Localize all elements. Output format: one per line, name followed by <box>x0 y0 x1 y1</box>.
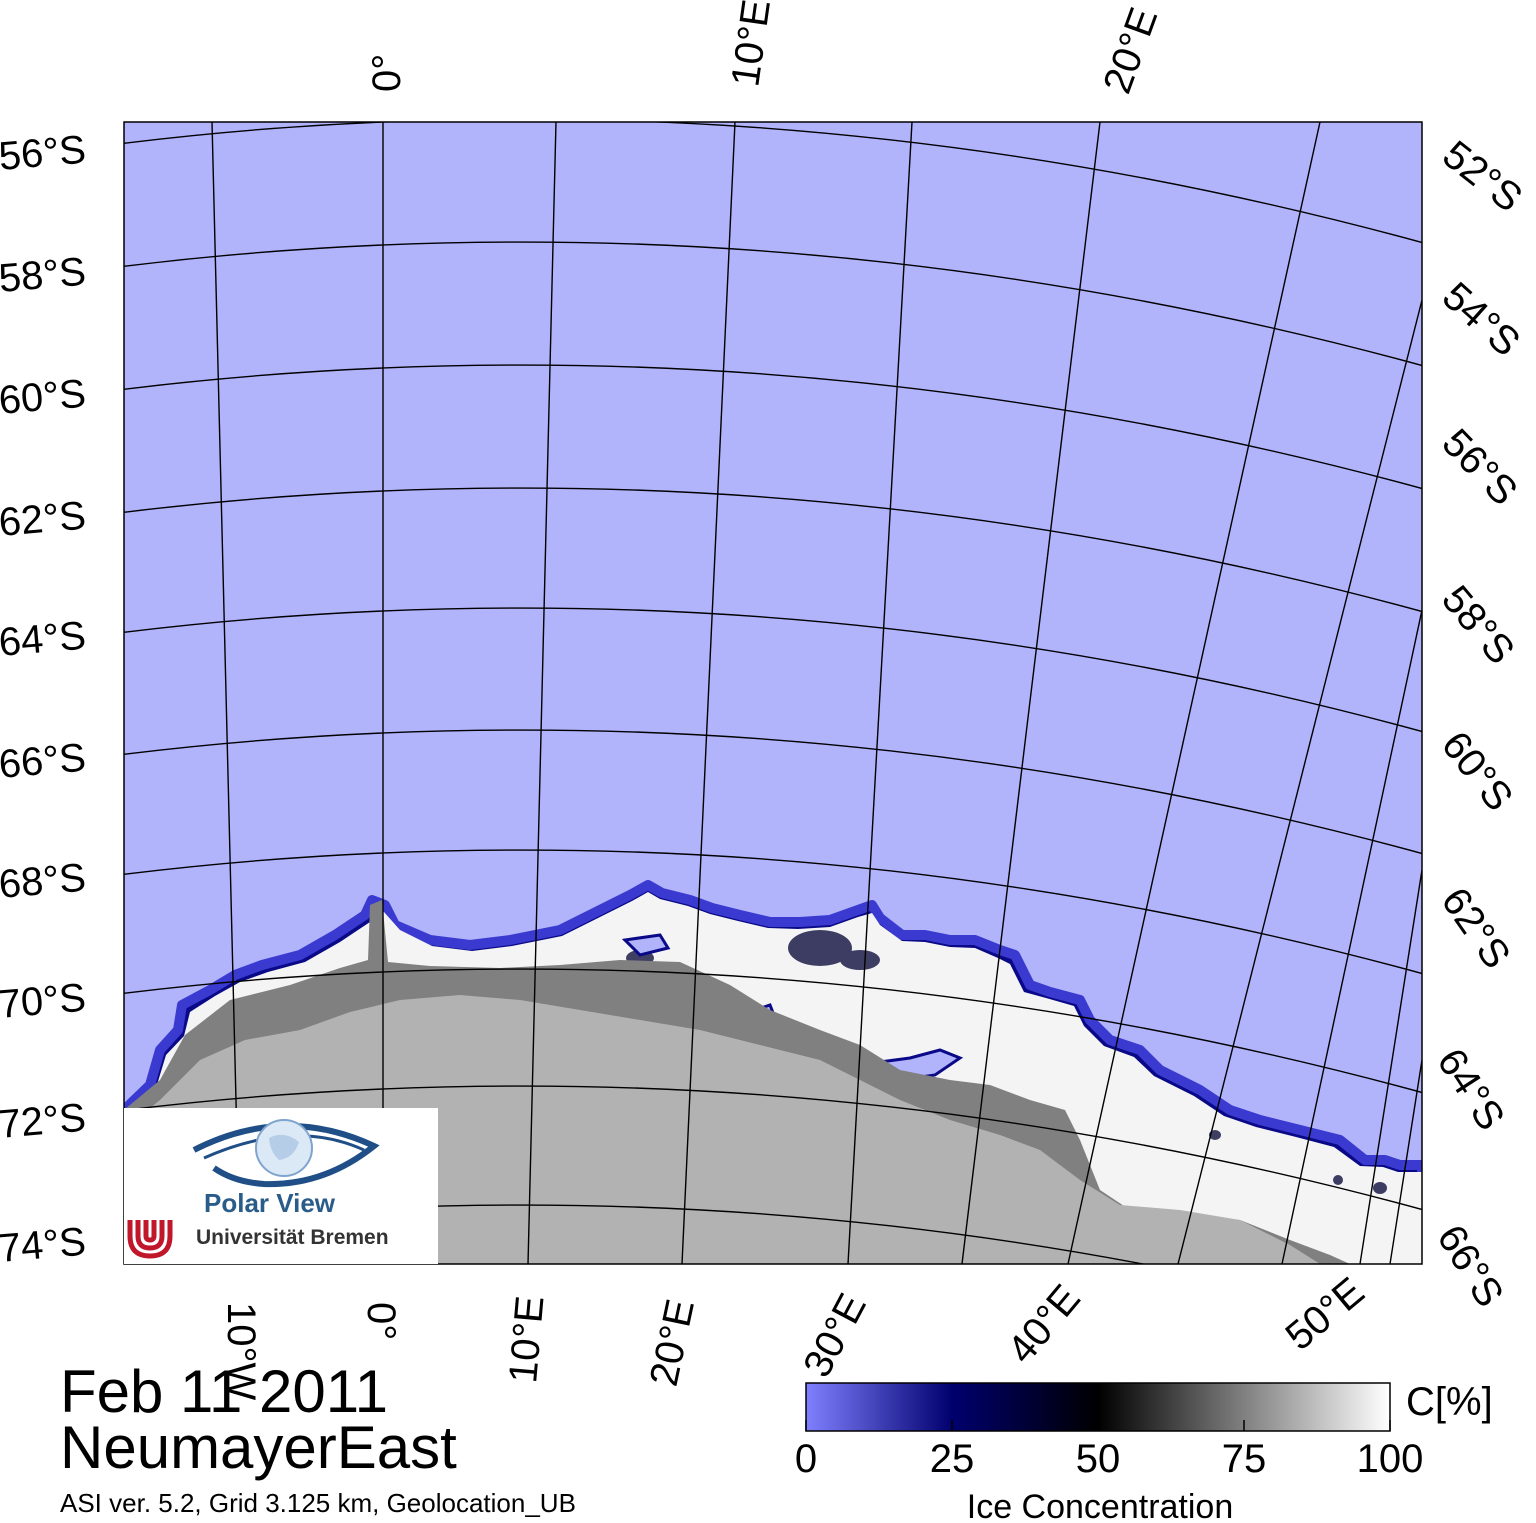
lon-label-0-top: 0° <box>365 54 409 92</box>
lon-label-20e-top: 20°E <box>1095 2 1166 99</box>
lat-label-72s: 72°S <box>0 1096 88 1147</box>
lat-label-64s-right: 64°S <box>1428 1041 1512 1138</box>
left-lat-labels: 56°S 58°S 60°S 62°S 64°S 66°S 68°S 70°S … <box>0 128 88 1271</box>
date-title: Feb 11 2011 <box>60 1358 389 1425</box>
logo-university-text: Universität Bremen <box>196 1226 389 1249</box>
eye-icon <box>127 1119 380 1259</box>
lon-label-0-bottom: 0° <box>359 1302 403 1340</box>
lat-label-56s-right: 56°S <box>1434 421 1526 514</box>
lat-label-56s: 56°S <box>0 128 88 179</box>
lon-label-10e-top: 10°E <box>723 0 779 89</box>
lat-label-62s-right: 62°S <box>1433 880 1519 977</box>
lat-label-52s-right: 52°S <box>1434 132 1530 220</box>
map-frame <box>123 121 1423 1265</box>
right-lat-labels: 52°S 54°S 56°S 58°S 60°S 62°S 64°S 66°S <box>1428 132 1530 1314</box>
product-info: ASI ver. 5.2, Grid 3.125 km, Geolocation… <box>60 1488 576 1518</box>
top-lon-labels: 0° 10°E 20°E <box>365 0 1166 99</box>
colorbar-tick-100: 100 <box>1357 1437 1424 1481</box>
bottom-lon-labels: 10°W 0° 10°E 20°E 30°E 40°E 50°E <box>219 1269 1373 1400</box>
lat-label-60s: 60°S <box>0 372 88 423</box>
lon-label-40e-bottom: 40°E <box>999 1277 1089 1372</box>
lat-label-66s-right: 66°S <box>1428 1217 1512 1314</box>
colorbar-tick-0: 0 <box>795 1437 817 1481</box>
lon-label-20e-bottom: 20°E <box>642 1295 703 1389</box>
colorbar-tick-50: 50 <box>1076 1437 1121 1481</box>
lon-label-50e-bottom: 50°E <box>1278 1269 1373 1359</box>
lat-label-74s: 74°S <box>0 1220 88 1271</box>
lat-label-60s-right: 60°S <box>1433 723 1521 819</box>
polar-view-logo: Polar View Universität Bremen <box>124 1108 438 1264</box>
lon-label-10w-bottom: 10°W <box>219 1302 263 1400</box>
colorbar-ticks <box>805 1420 1391 1431</box>
region-title: NeumayerEast <box>60 1414 457 1481</box>
lat-label-66s: 66°S <box>0 736 88 787</box>
lon-label-30e-bottom: 30°E <box>795 1287 875 1385</box>
lon-label-10e-bottom: 10°E <box>501 1294 552 1385</box>
colorbar-tick-labels: 0 25 50 75 100 <box>795 1437 1424 1481</box>
colorbar-unit: C[%] <box>1406 1380 1493 1424</box>
lat-label-70s: 70°S <box>0 976 88 1027</box>
lat-label-62s: 62°S <box>0 494 88 545</box>
graticule <box>124 122 1422 1264</box>
logo-polar-view-text: Polar View <box>204 1188 336 1218</box>
colorbar-tick-25: 25 <box>930 1437 975 1481</box>
colorbar-title: Ice Concentration <box>967 1488 1234 1523</box>
lat-label-58s: 58°S <box>0 250 88 301</box>
lat-label-54s-right: 54°S <box>1434 274 1528 365</box>
lat-label-64s: 64°S <box>0 614 88 665</box>
uni-bremen-mark-icon <box>127 1220 173 1259</box>
lat-label-68s: 68°S <box>0 856 88 907</box>
lat-label-58s-right: 58°S <box>1433 578 1523 673</box>
colorbar-tick-75: 75 <box>1222 1437 1267 1481</box>
